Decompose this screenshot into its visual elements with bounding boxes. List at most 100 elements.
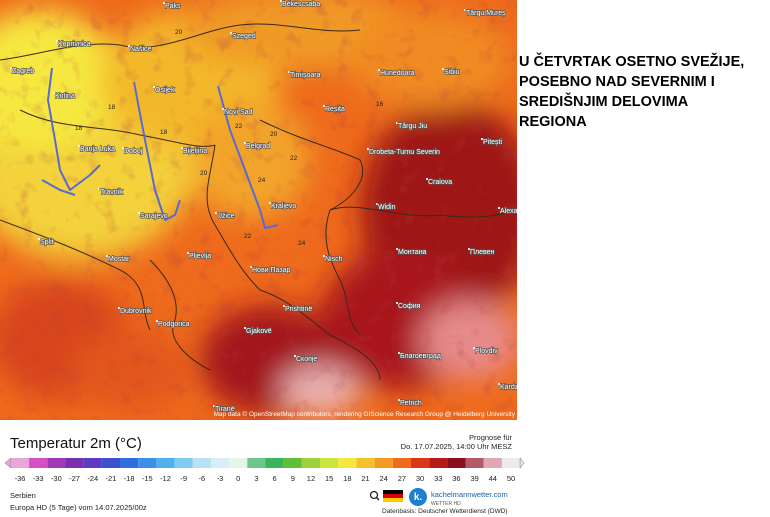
scale-swatch bbox=[410, 458, 430, 468]
scale-label: 15 bbox=[325, 474, 333, 483]
scale-swatch bbox=[120, 458, 139, 468]
scale-end bbox=[4, 457, 12, 469]
place-dot bbox=[279, 0, 283, 3]
scale-swatch bbox=[229, 458, 248, 468]
isotherm-label: 22 bbox=[235, 123, 243, 130]
place-dot bbox=[249, 265, 253, 269]
place-dot bbox=[105, 254, 109, 258]
headline-line: REGIONA bbox=[519, 114, 587, 130]
fronts bbox=[41, 67, 279, 229]
place-dot bbox=[480, 137, 484, 141]
scale-label: -33 bbox=[33, 474, 44, 483]
place-dot bbox=[97, 187, 101, 191]
scale-swatch bbox=[356, 458, 375, 468]
scale-swatch bbox=[320, 458, 339, 468]
place-label: Belgrad bbox=[246, 143, 270, 150]
place-label: Bijeljina bbox=[183, 148, 207, 155]
legend-title: Temperatur 2m (°C) bbox=[10, 435, 142, 452]
place-dot bbox=[425, 177, 429, 181]
scale-label: -15 bbox=[142, 474, 153, 483]
place-dot bbox=[497, 382, 501, 386]
place-dot bbox=[472, 346, 476, 350]
scale-swatch bbox=[283, 458, 302, 468]
place-dot bbox=[243, 141, 247, 145]
place-label: Prishtinë bbox=[285, 306, 312, 313]
place-label: Gjakovë bbox=[246, 328, 272, 335]
scale-label: 12 bbox=[307, 474, 315, 483]
forecast-label: Prognose für bbox=[469, 433, 512, 442]
place-label: Craiova bbox=[428, 179, 452, 186]
place-dot bbox=[467, 247, 471, 251]
place-label: Zagreb bbox=[12, 68, 34, 75]
scale-swatch bbox=[465, 458, 484, 468]
scale-swatch bbox=[265, 458, 284, 468]
scale-label: 27 bbox=[398, 474, 406, 483]
place-label: Kardzali bbox=[500, 384, 526, 391]
place-dot bbox=[55, 39, 59, 43]
place-label: Widin bbox=[378, 204, 396, 211]
headline-line: POSEBNO NAD SEVERNIM I bbox=[519, 74, 715, 90]
isotherm-label: 18 bbox=[160, 129, 168, 136]
scale-label: 36 bbox=[452, 474, 460, 483]
place-dot bbox=[162, 1, 166, 5]
scale-swatch bbox=[501, 458, 521, 468]
scale-label: 21 bbox=[361, 474, 369, 483]
scale-end bbox=[519, 457, 525, 469]
place-dot bbox=[322, 104, 326, 108]
data-source: Datenbasis: Deutscher Wetterdienst (DWD) bbox=[382, 508, 508, 515]
region: Serbien bbox=[10, 491, 36, 500]
place-label: Timișoara bbox=[290, 72, 321, 79]
place-label: Kraljevo bbox=[271, 203, 296, 210]
place-dot bbox=[137, 211, 141, 215]
brand: kachelmannwetter.com bbox=[431, 490, 508, 499]
place-dot bbox=[397, 398, 401, 402]
place-label: Banja Luka bbox=[80, 146, 115, 153]
place-dot bbox=[37, 237, 41, 241]
place-label: Târgu Mureș bbox=[466, 10, 506, 17]
isotherm-label: 24 bbox=[298, 240, 306, 247]
place-dot bbox=[375, 202, 379, 206]
place-label: Tiranë bbox=[215, 406, 235, 413]
logos: k. bbox=[369, 488, 427, 506]
place-label: Nisch bbox=[325, 256, 343, 263]
place-dot bbox=[395, 301, 399, 305]
scale-swatch bbox=[247, 458, 266, 468]
scale-swatch bbox=[210, 458, 230, 468]
place-dot bbox=[395, 121, 399, 125]
place-dot bbox=[322, 254, 326, 258]
isotherm-label: 20 bbox=[200, 170, 208, 177]
isotherm-label: 20 bbox=[175, 29, 183, 36]
place-label: Sarajevo bbox=[140, 213, 168, 220]
model-run: Europa HD (5 Tage) vom 14.07.2025/00z bbox=[10, 503, 147, 512]
scale-swatch bbox=[338, 458, 357, 468]
place-dot bbox=[186, 251, 190, 255]
place-dot bbox=[152, 85, 156, 89]
scale-label: 44 bbox=[489, 474, 497, 483]
place-label: Kutina bbox=[55, 93, 75, 100]
scale-label: 0 bbox=[236, 474, 240, 483]
scale-swatch bbox=[10, 458, 30, 468]
scale-swatch bbox=[174, 458, 193, 468]
place-label: Alexandria bbox=[500, 208, 533, 215]
scale-swatch bbox=[156, 458, 175, 468]
place-label: Paks bbox=[165, 3, 181, 10]
place-label: Pljevlja bbox=[189, 253, 211, 260]
place-label: Reșița bbox=[325, 106, 345, 113]
headline-line: U ČETVRTAK OSETNO SVEŽIJE, bbox=[519, 52, 744, 70]
scale-swatch bbox=[83, 458, 102, 468]
place-label: Târgu Jiu bbox=[398, 123, 427, 130]
place-dot bbox=[243, 326, 247, 330]
map: Paks Békéscsaba Târgu Mureș Koprivnica Našic… bbox=[0, 0, 533, 420]
scale-label: 9 bbox=[291, 474, 295, 483]
place-dot bbox=[155, 319, 159, 323]
legend: Temperatur 2m (°C) Prognose für Do. 17.0… bbox=[4, 433, 525, 515]
place-label: Koprivnica bbox=[58, 41, 91, 48]
place-dot bbox=[212, 404, 216, 408]
place-label: Plovdiv bbox=[475, 348, 498, 355]
place-label: Hunedoara bbox=[380, 70, 415, 77]
scale-label: -21 bbox=[106, 474, 117, 483]
place-label: Split bbox=[40, 239, 54, 246]
place-label: Békéscsaba bbox=[282, 1, 320, 8]
scale-swatch bbox=[483, 458, 502, 468]
